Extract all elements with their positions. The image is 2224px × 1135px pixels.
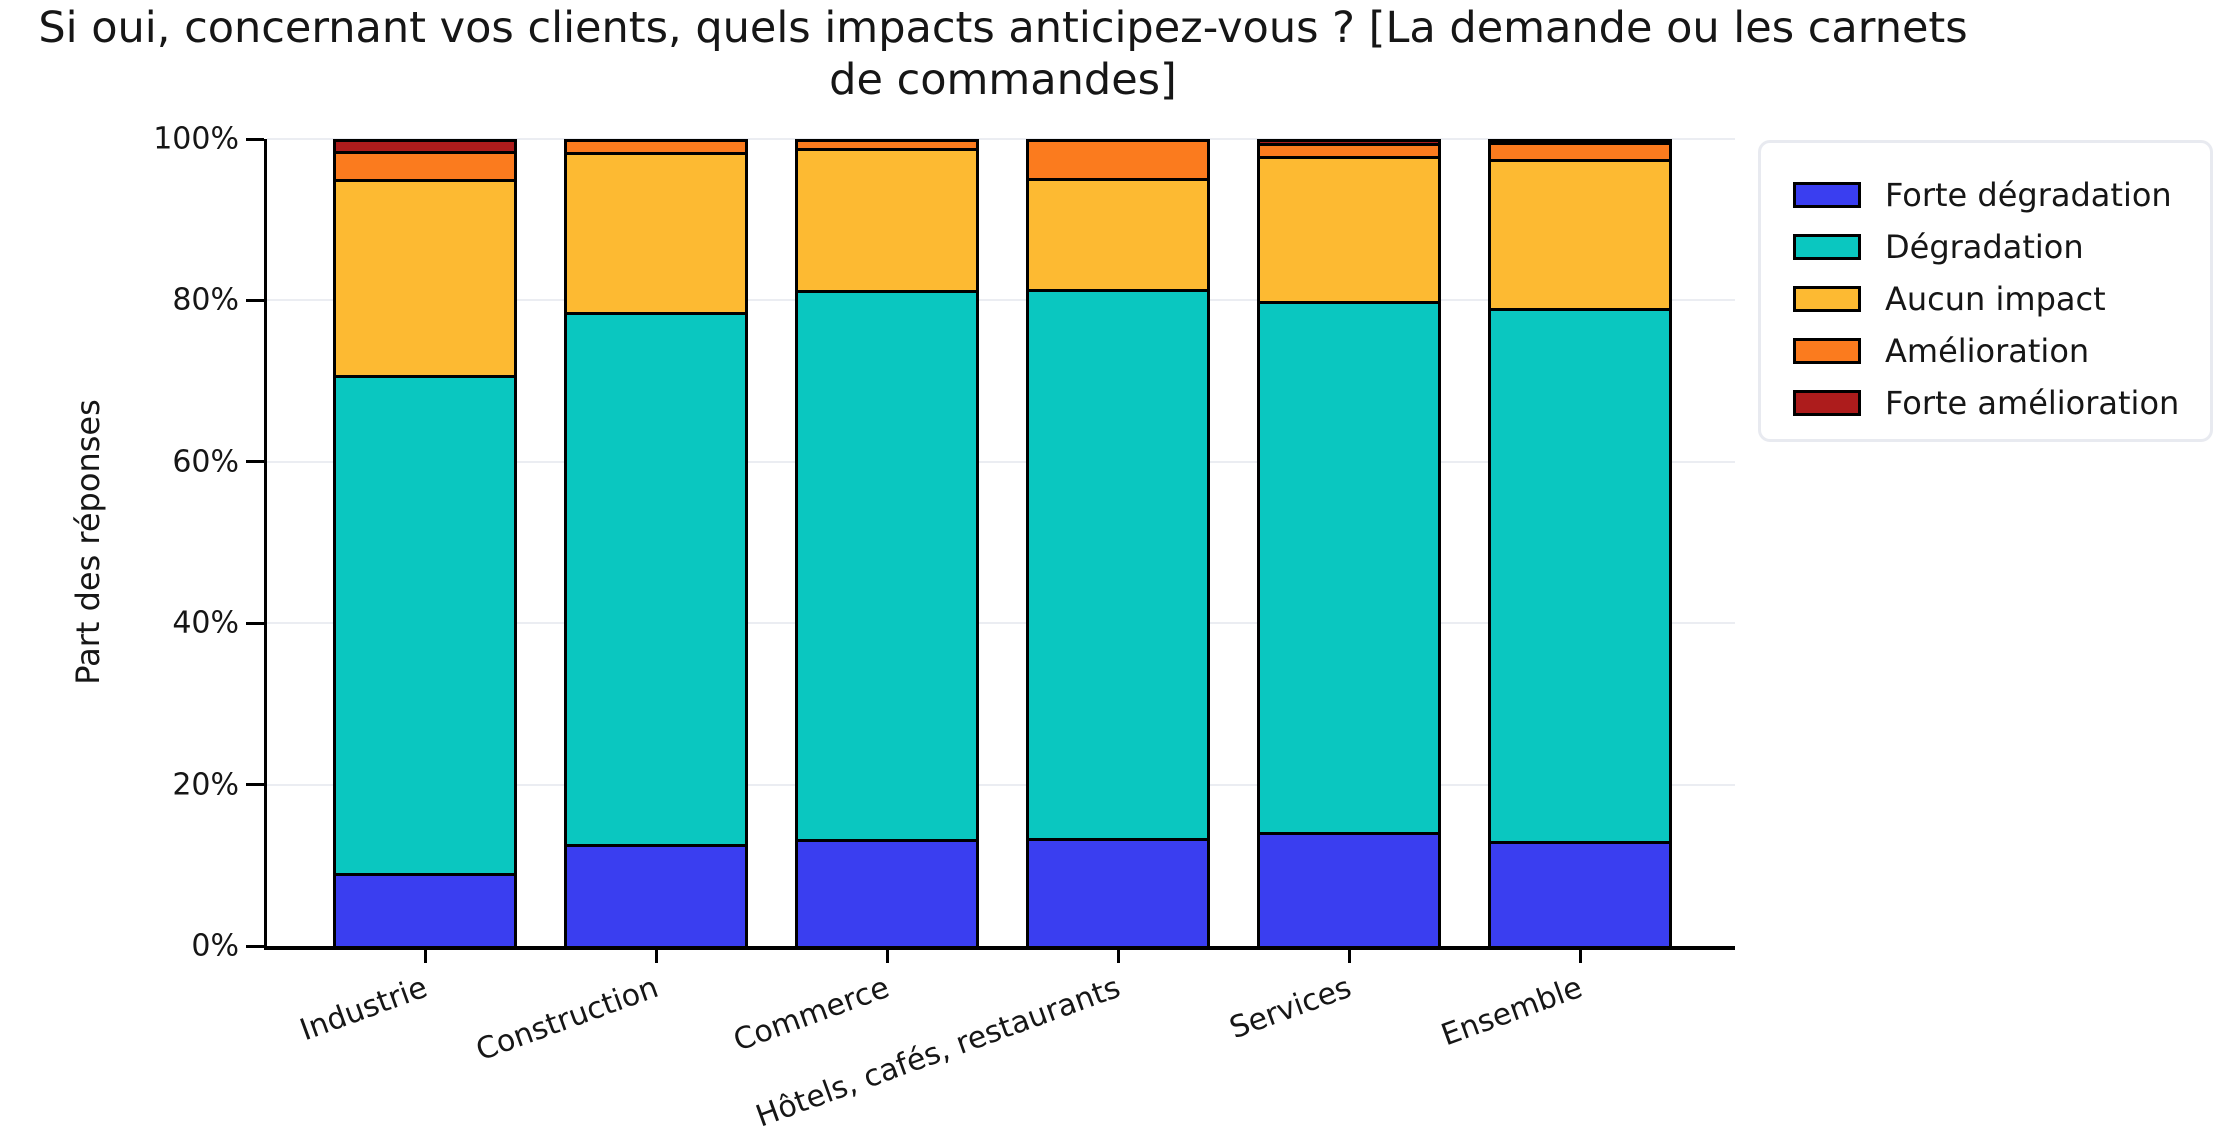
legend-swatch-icon (1793, 337, 1861, 364)
y-axis-label: Part des réponses (69, 399, 107, 685)
bar-segment-d-gradation (1257, 301, 1441, 833)
gridline-100 (267, 138, 1735, 140)
bar-segment-aucun-impact (564, 151, 748, 312)
legend-label: Aucun impact (1885, 279, 2106, 318)
y-tick-label-0: 0% (191, 928, 239, 964)
legend-item-d-gradation: Dégradation (1793, 227, 2210, 266)
bar-segment-forte-am-lioration (333, 139, 517, 152)
bar-segment-forte-d-gradation (333, 873, 517, 946)
bar-segment-forte-d-gradation (564, 843, 748, 946)
bar-segment-aucun-impact (1257, 155, 1441, 302)
bar-segment-am-lioration (333, 151, 517, 179)
bar-services (1257, 139, 1441, 946)
legend-label: Forte dégradation (1885, 175, 2172, 214)
legend-swatch-icon (1793, 285, 1861, 312)
bar-segment-am-lioration (1026, 139, 1210, 178)
x-tick-1 (654, 950, 658, 963)
y-tick-label-100: 100% (153, 121, 239, 157)
bar-segment-forte-d-gradation (1488, 841, 1672, 946)
bar-segment-am-lioration (1488, 142, 1672, 160)
legend-label: Amélioration (1885, 331, 2090, 370)
gridline-80 (267, 299, 1735, 302)
bar-segment-am-lioration (795, 139, 979, 148)
bar-segment-d-gradation (1488, 307, 1672, 842)
legend-swatch-icon (1793, 181, 1861, 208)
legend-label: Forte amélioration (1885, 383, 2180, 422)
y-tick-label-60: 60% (172, 444, 239, 480)
x-tick-label-services: Services (1225, 970, 1356, 1047)
bar-commerce (795, 139, 979, 946)
bar-industrie (333, 139, 517, 946)
y-tick-label-40: 40% (172, 605, 239, 641)
y-tick-label-80: 80% (172, 282, 239, 318)
x-tick-label-construction: Construction (471, 970, 663, 1069)
bar-segment-aucun-impact (1488, 159, 1672, 308)
x-tick-label-commerce: Commerce (728, 970, 894, 1059)
gridline-20 (267, 783, 1735, 786)
x-tick-4 (1347, 950, 1351, 963)
x-tick-3 (1116, 950, 1120, 963)
legend: Forte dégradation Dégradation Aucun impact… (1758, 140, 2213, 442)
bar-ensemble (1488, 139, 1672, 946)
gridline-60 (267, 460, 1735, 463)
y-tick-40 (246, 621, 264, 625)
plot-area: 0% 20% 40% 60% 80% 100% Industrie Construction C… (153, 122, 1735, 1135)
bar-segment-d-gradation (795, 289, 979, 839)
legend-item-forte-am-lioration: Forte amélioration (1793, 383, 2210, 422)
bar-segment-forte-am-lioration (1488, 139, 1672, 143)
legend-label: Dégradation (1885, 227, 2084, 266)
legend-item-forte-d-gradation: Forte dégradation (1793, 175, 2210, 214)
bar-segment-d-gradation (333, 374, 517, 874)
bar-segment-forte-d-gradation (1026, 837, 1210, 946)
x-tick-0 (423, 950, 427, 963)
legend-swatch-icon (1793, 233, 1861, 260)
bar-construction (564, 139, 748, 946)
bar-segment-forte-d-gradation (1257, 832, 1441, 946)
legend-item-aucun-impact: Aucun impact (1793, 279, 2210, 318)
bar-segment-am-lioration (1257, 143, 1441, 156)
x-tick-label-h-tels-caf-s-restaurants: Hôtels, cafés, restaurants (751, 970, 1125, 1135)
y-tick-60 (246, 460, 264, 464)
legend-swatch-icon (1793, 389, 1861, 416)
x-tick-label-ensemble: Ensemble (1436, 970, 1587, 1054)
bar-segment-am-lioration (564, 139, 748, 152)
x-tick-5 (1578, 950, 1582, 963)
bar-segment-aucun-impact (795, 147, 979, 290)
y-tick-label-20: 20% (172, 767, 239, 803)
y-tick-0 (246, 944, 264, 948)
y-tick-100 (246, 137, 264, 141)
y-tick-80 (246, 298, 264, 302)
x-tick-label-industrie: Industrie (295, 970, 432, 1049)
bar-segment-d-gradation (564, 311, 748, 844)
bar-segment-forte-d-gradation (795, 838, 979, 946)
legend-item-am-lioration: Amélioration (1793, 331, 2210, 370)
bar-segment-aucun-impact (333, 178, 517, 375)
bar-h-tels-caf-s-restaurants (1026, 139, 1210, 946)
y-tick-20 (246, 783, 264, 787)
bar-segment-d-gradation (1026, 289, 1210, 838)
bar-segment-aucun-impact (1026, 177, 1210, 290)
gridline-40 (267, 622, 1735, 625)
x-tick-2 (885, 950, 889, 963)
bar-segment-forte-am-lioration (1257, 139, 1441, 144)
chart-title: Si oui, concernant vos clients, quels im… (38, 3, 1968, 106)
